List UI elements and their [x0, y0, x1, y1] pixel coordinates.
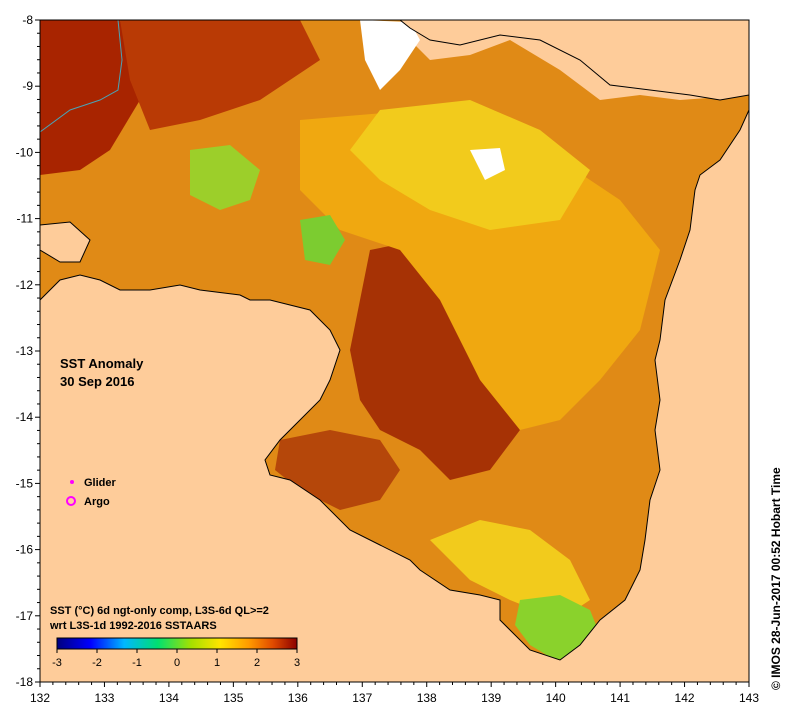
- argo-label: Argo: [84, 496, 110, 508]
- lon-tick-label: 132: [30, 691, 50, 705]
- lon-tick-label: 134: [159, 691, 179, 705]
- lon-tick-label: 136: [288, 691, 308, 705]
- lat-tick-label: -8: [22, 13, 33, 27]
- anomaly-patch-north: [120, 20, 320, 130]
- glider-marker: [70, 480, 74, 484]
- colorbar-ticks: -3 -2 -1 0 1 2 3: [52, 649, 300, 669]
- land-north: [399, 20, 749, 101]
- lon-tick-label: 135: [223, 691, 243, 705]
- no-data-patch-2: [470, 148, 505, 180]
- lon-tick-label: 140: [546, 691, 566, 705]
- anomaly-patch-central-dark: [350, 240, 520, 480]
- land-arnhem: [40, 109, 749, 682]
- lon-tick-label: 138: [417, 691, 437, 705]
- lat-tick-label: -18: [16, 675, 34, 689]
- lat-tick-label: -10: [16, 145, 34, 159]
- lon-tick-label: 143: [739, 691, 759, 705]
- colorbar-tick-label: 2: [254, 657, 260, 669]
- colorbar-tick-label: -3: [52, 657, 62, 669]
- colorbar-tick-label: -1: [132, 657, 142, 669]
- reef-line: [40, 20, 123, 133]
- lat-tick-label: -9: [22, 79, 33, 93]
- lat-tick-label: -13: [16, 344, 34, 358]
- no-data-patch: [360, 20, 420, 90]
- credit-text: © IMOS 28-Jun-2017 00:52 Hobart Time: [769, 467, 783, 690]
- lon-tick-label: 141: [610, 691, 630, 705]
- anomaly-patch-yellow: [350, 100, 590, 230]
- anomaly-patch-green-south: [515, 595, 600, 660]
- axis-ticks: 132 133 134 135 136 137 138 139 140 141 142 143-8-9…: [16, 13, 760, 705]
- lat-tick-label: -14: [16, 410, 34, 424]
- lon-tick-label: 139: [481, 691, 501, 705]
- lat-tick-label: -16: [16, 543, 34, 557]
- anomaly-patch-green-north: [190, 145, 260, 210]
- lon-tick-label: 133: [94, 691, 114, 705]
- lat-tick-label: -15: [16, 476, 34, 490]
- product-line2: wrt L3S-1d 1992-2016 SSTAARS: [49, 620, 217, 632]
- anomaly-patch-yellow-south: [430, 520, 590, 620]
- product-line1: SST (°C) 6d ngt-only comp, L3S-6d QL>=2: [50, 605, 269, 617]
- anomaly-patch-green-north-2: [300, 215, 345, 265]
- lon-tick-label: 142: [675, 691, 695, 705]
- argo-marker: [66, 496, 76, 506]
- lat-tick-label: -12: [16, 278, 34, 292]
- map-title-line1: SST Anomaly: [60, 356, 144, 371]
- colorbar-tick-label: 0: [174, 657, 180, 669]
- map-title-line2: 30 Sep 2016: [60, 374, 134, 389]
- lat-tick-label: -11: [17, 212, 34, 226]
- lon-tick-label: 137: [352, 691, 372, 705]
- anomaly-patch-dark-nw: [40, 20, 140, 175]
- colorbar-tick-label: 3: [294, 657, 300, 669]
- anomaly-patch-west-gulf: [275, 430, 400, 510]
- colorbar-tick-label: -2: [92, 657, 102, 669]
- colorbar-tick-label: 1: [214, 657, 220, 669]
- glider-label: Glider: [84, 477, 117, 489]
- colorbar: [56, 637, 298, 650]
- lat-tick-label: -17: [16, 609, 34, 623]
- map-plot-area: [40, 20, 749, 682]
- land-island-west: [40, 221, 91, 263]
